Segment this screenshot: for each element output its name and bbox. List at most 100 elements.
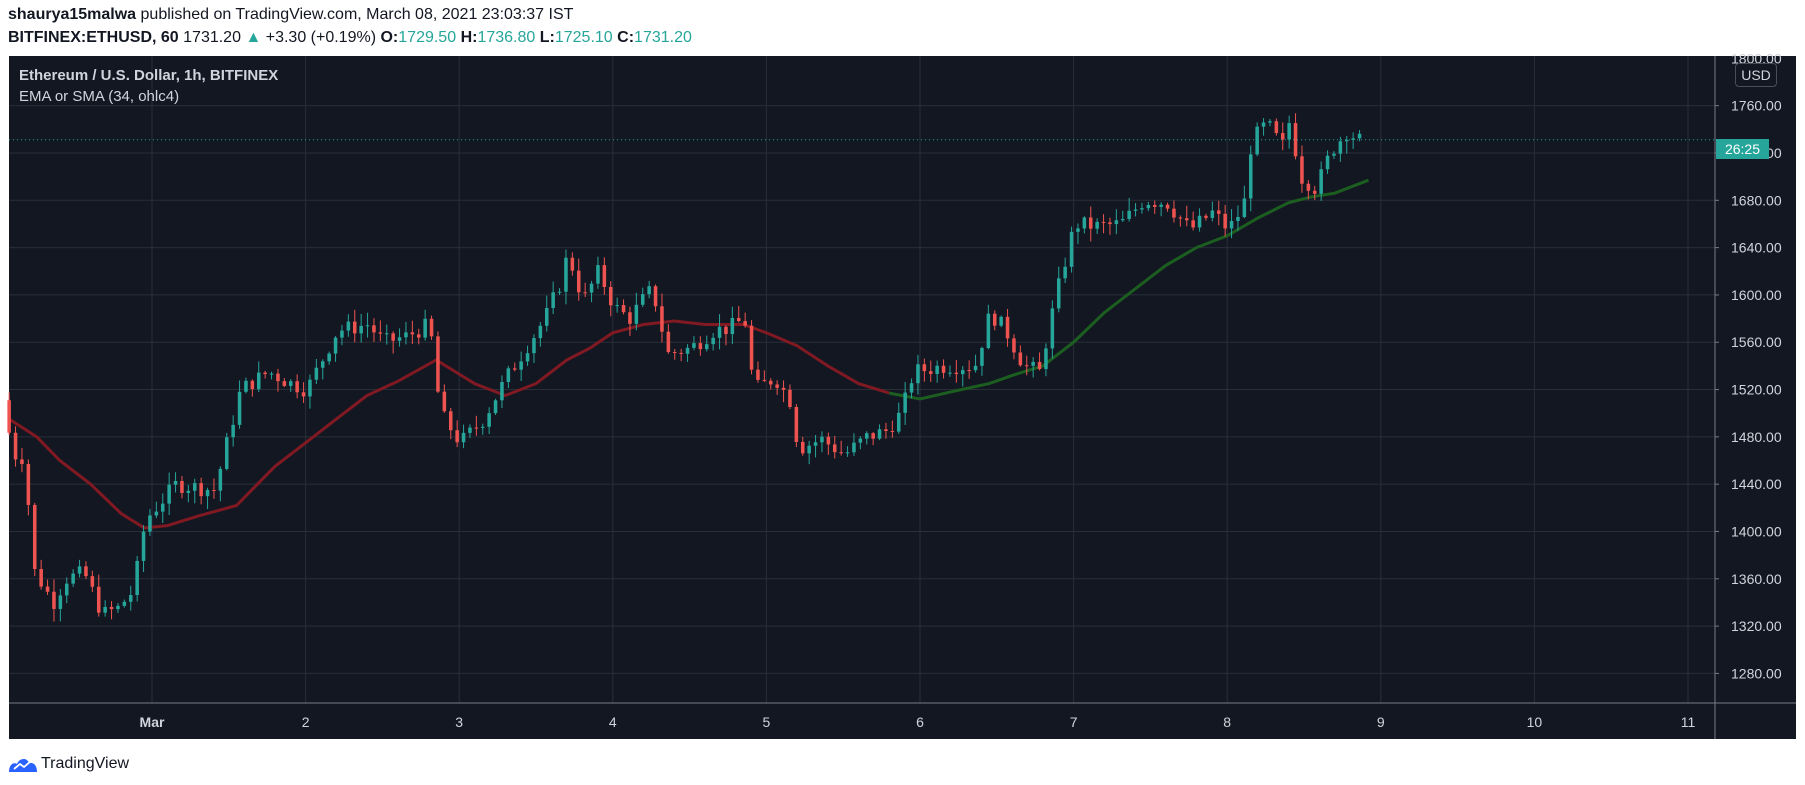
candle-body <box>429 318 434 337</box>
candle <box>1101 214 1106 234</box>
candle-body <box>711 337 715 345</box>
candle-body <box>416 334 421 338</box>
candle <box>135 555 139 602</box>
candle <box>813 435 818 458</box>
indicator-legend[interactable]: EMA or SMA (34, ohlc4) <box>19 88 180 105</box>
candle-body <box>333 337 338 354</box>
candle-body <box>692 343 696 348</box>
candle-body <box>269 373 274 375</box>
candle-body <box>973 365 978 371</box>
candle-body <box>192 483 197 491</box>
candle-body <box>538 325 543 339</box>
candle-body <box>199 483 203 497</box>
chart-legend-title[interactable]: Ethereum / U.S. Dollar, 1h, BITFINEX <box>19 67 279 84</box>
candle <box>1357 130 1362 142</box>
candle-body <box>1287 123 1291 140</box>
candle-body <box>1076 228 1080 232</box>
candle-body <box>551 292 555 309</box>
candle-body <box>1101 221 1106 223</box>
candle <box>45 579 50 596</box>
candle-body <box>1268 121 1272 123</box>
candle <box>1184 205 1189 227</box>
candle <box>999 315 1003 328</box>
candle-body <box>749 325 754 370</box>
candle-body <box>372 325 376 333</box>
candle <box>26 459 31 516</box>
x-tick-label: 2 <box>302 714 310 730</box>
candle-body <box>666 331 671 353</box>
candle-body <box>1229 220 1234 229</box>
candle <box>436 331 440 394</box>
candle-body <box>980 348 984 366</box>
candle <box>314 358 319 385</box>
chart-area[interactable] <box>9 56 1796 739</box>
candle-body <box>1108 222 1112 225</box>
candle <box>128 585 133 611</box>
candle-body <box>698 343 703 350</box>
candle <box>896 402 901 434</box>
candle-body <box>295 381 299 393</box>
candle <box>576 258 581 301</box>
candle <box>858 436 863 450</box>
candle <box>96 574 101 617</box>
candle-body <box>884 429 888 432</box>
candle-body <box>653 286 658 307</box>
author-name[interactable]: shaurya15malwa <box>8 6 137 23</box>
candle-body <box>1165 204 1170 209</box>
candle-body <box>660 306 664 332</box>
candle <box>224 432 229 471</box>
candle-body <box>1261 122 1266 127</box>
candle <box>109 601 114 620</box>
candle <box>372 318 376 342</box>
candle-body <box>544 308 549 326</box>
candle-body <box>1082 217 1087 229</box>
candle <box>685 344 690 362</box>
candle <box>967 360 971 379</box>
candle-body <box>1306 183 1311 191</box>
candle <box>826 432 831 455</box>
candle-body <box>1031 361 1035 366</box>
candle-body <box>1063 266 1067 279</box>
candle-body <box>916 364 920 384</box>
candle-body <box>365 325 370 327</box>
footer-branding[interactable]: TradingView <box>8 752 129 776</box>
candle <box>864 431 869 445</box>
candle <box>992 310 997 331</box>
candle <box>538 321 543 347</box>
candle-body <box>461 432 466 443</box>
candle <box>512 362 517 372</box>
tradingview-logo-icon <box>9 758 37 772</box>
candle-body <box>781 387 786 390</box>
currency-button[interactable]: USD <box>1735 63 1777 87</box>
candle <box>282 378 287 388</box>
candle <box>916 354 920 395</box>
candle <box>32 502 37 577</box>
candle <box>1223 204 1227 237</box>
candle <box>148 509 152 536</box>
candle-body <box>922 364 927 372</box>
candle <box>77 559 82 578</box>
candle <box>160 493 165 523</box>
candle-body <box>122 601 127 606</box>
candle-body <box>1197 215 1202 228</box>
candle <box>634 292 639 331</box>
candle <box>1312 185 1317 201</box>
candle <box>589 280 594 303</box>
candle <box>205 487 210 510</box>
candle <box>544 295 549 332</box>
candle-body <box>1120 219 1125 221</box>
candle <box>666 324 671 354</box>
candle <box>871 432 875 446</box>
candle <box>256 361 261 392</box>
candle <box>391 331 395 354</box>
candle-body <box>455 430 459 443</box>
candle-body <box>96 586 101 613</box>
candle-body <box>634 304 639 324</box>
candle-body <box>7 400 11 433</box>
candle-body <box>877 429 882 439</box>
candle <box>1178 215 1183 227</box>
candle <box>423 309 427 341</box>
candle <box>941 359 946 379</box>
candle <box>39 559 43 590</box>
